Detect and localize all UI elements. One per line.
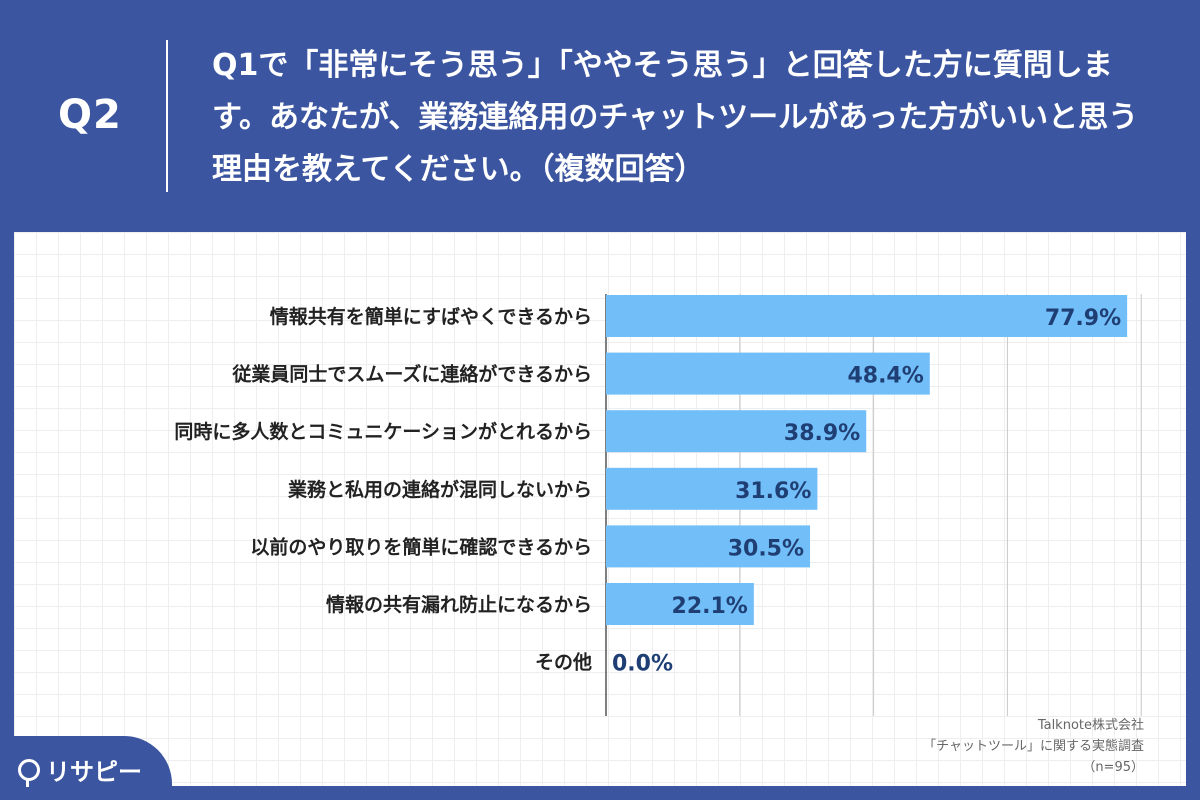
question-number: Q2 bbox=[58, 92, 122, 138]
value-label: 22.1% bbox=[672, 594, 748, 619]
bar bbox=[606, 467, 818, 510]
bar-chart: 情報共有を簡単にすばやくできるから 77.9% 従業員同士でスムーズに連絡ができるか… bbox=[174, 294, 1142, 716]
value-label: 38.9% bbox=[784, 421, 860, 446]
source-sample-size: （n=95） bbox=[1082, 760, 1144, 775]
value-label: 0.0% bbox=[612, 652, 673, 677]
brand-logo: リサピー bbox=[18, 752, 142, 787]
category-label: 業務と私用の連絡が混同しないから bbox=[287, 478, 592, 501]
bar bbox=[606, 525, 811, 568]
value-label: 77.9% bbox=[1045, 306, 1121, 331]
category-label: 同時に多人数とコミュニケーションがとれるから bbox=[174, 420, 592, 443]
logo-text: リサピー bbox=[46, 758, 142, 786]
header-divider bbox=[166, 40, 168, 192]
value-label: 31.6% bbox=[735, 479, 811, 504]
category-label: その他 bbox=[535, 651, 592, 674]
category-label: 情報の共有漏れ防止になるから bbox=[326, 593, 592, 616]
value-label: 48.4% bbox=[847, 364, 923, 389]
logo-pin-icon bbox=[18, 758, 40, 787]
bar bbox=[606, 583, 754, 625]
category-label: 従業員同士でスムーズに連絡ができるから bbox=[231, 363, 592, 386]
question-text: Q1で「非常にそう思う」「ややそう思う」と回答した方に質問します。あなたが、業務… bbox=[212, 48, 1139, 187]
source-note: Talknote株式会社 「チャットツール」に関する実態調査 （n=95） bbox=[923, 715, 1144, 778]
bar bbox=[606, 410, 867, 453]
category-label: 情報共有を簡単にすばやくできるから bbox=[270, 305, 592, 328]
bar bbox=[606, 295, 1128, 337]
question-header: Q2 Q1で「非常にそう思う」「ややそう思う」と回答した方に質問します。あなたが… bbox=[0, 0, 1200, 232]
category-label: 以前のやり取りを簡単に確認できるから bbox=[250, 535, 592, 558]
source-company: Talknote株式会社 bbox=[1037, 718, 1144, 733]
value-label: 30.5% bbox=[728, 536, 804, 561]
source-survey: 「チャットツール」に関する実態調査 bbox=[923, 739, 1144, 754]
chart-panel: 情報共有を簡単にすばやくできるから 77.9% 従業員同士でスムーズに連絡ができるか… bbox=[14, 232, 1186, 786]
bar bbox=[606, 352, 930, 395]
